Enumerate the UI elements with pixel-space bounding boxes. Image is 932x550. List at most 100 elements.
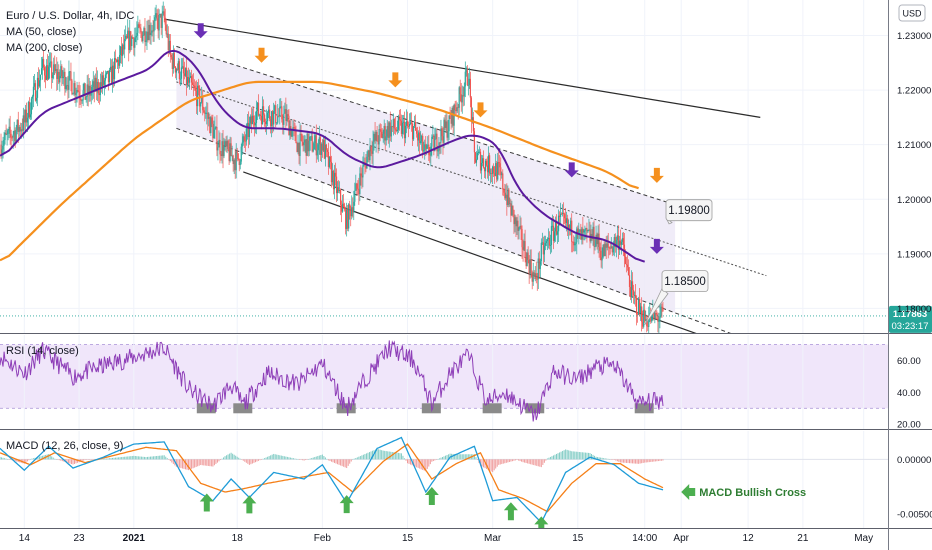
candle-body <box>517 220 519 231</box>
candle-body <box>355 183 357 191</box>
macd-histogram-bar <box>133 455 135 460</box>
candle-body <box>254 123 257 126</box>
macd-histogram-bar <box>1 457 3 460</box>
macd-histogram-bar <box>448 454 450 460</box>
currency-button[interactable]: USD <box>898 4 926 22</box>
last-price-badge-bg <box>889 305 932 333</box>
rsi-tick-label: 40.00 <box>897 388 921 399</box>
candle-body <box>567 218 569 229</box>
candle-body <box>9 126 11 134</box>
candle-body <box>35 97 38 101</box>
orange-down-arrow-icon <box>649 167 664 183</box>
candle-body <box>183 73 186 76</box>
green-up-arrow-icon <box>242 495 257 514</box>
macd-histogram-bar <box>87 459 89 460</box>
macd-histogram-bar <box>191 459 193 469</box>
macd-histogram-bar <box>463 454 465 460</box>
candle-body <box>194 86 196 89</box>
candle-body <box>16 119 18 130</box>
currency-button-label[interactable]: USD <box>902 9 922 19</box>
macd-histogram-bar <box>531 459 533 465</box>
candle-body <box>536 278 538 280</box>
macd-histogram-bar <box>75 459 77 464</box>
macd-pane[interactable]: MACD Bullish Cross <box>0 431 888 534</box>
macd-histogram-bar <box>286 456 288 460</box>
candle-body <box>214 127 216 130</box>
candle-body <box>582 228 584 233</box>
candle-body <box>631 281 634 291</box>
candle-body <box>548 237 551 246</box>
candle-body <box>306 133 308 156</box>
candle-body <box>459 87 461 95</box>
ma200-legend[interactable]: MA (200, close) <box>6 42 82 54</box>
candle-body <box>274 105 276 111</box>
candle-body <box>402 121 405 123</box>
candle-body <box>216 126 218 151</box>
candle-body <box>619 240 621 245</box>
candle-body <box>156 13 158 19</box>
candle-body <box>625 263 628 265</box>
candle-body <box>232 155 234 165</box>
macd-histogram-bar <box>312 457 314 460</box>
ma50-legend[interactable]: MA (50, close) <box>6 26 76 38</box>
macd-histogram-bar <box>563 450 565 460</box>
price-tick-label: 1.21000 <box>897 140 931 151</box>
candle-body <box>301 134 303 142</box>
price-pane[interactable]: 1.19800 1.18500 <box>0 0 888 347</box>
macd-histogram-bar <box>288 457 290 460</box>
rsi-oversold-marker <box>634 403 654 414</box>
macd-histogram-bar <box>384 450 386 460</box>
candle-body <box>327 152 330 167</box>
macd-histogram-bar <box>58 459 60 461</box>
macd-legend[interactable]: MACD (12, 26, close, 9) <box>6 440 123 452</box>
macd-histogram-bar <box>137 456 139 460</box>
macd-histogram-bar <box>522 459 524 463</box>
candle-body <box>556 231 559 235</box>
macd-histogram-bar <box>239 458 241 460</box>
candle-body <box>256 102 259 111</box>
macd-histogram-bar <box>551 456 553 460</box>
candle-body <box>131 37 133 47</box>
candle-body <box>396 129 398 131</box>
candle-body <box>521 229 523 248</box>
macd-histogram-bar <box>349 459 351 464</box>
green-up-arrow-icon <box>199 493 214 512</box>
macd-histogram-bar <box>23 459 25 464</box>
macd-histogram-bar <box>428 459 430 467</box>
candle-body <box>57 72 59 79</box>
rsi-line <box>0 340 664 422</box>
candle-body <box>32 86 35 97</box>
candle-body <box>234 159 236 171</box>
candle-body <box>294 127 296 131</box>
macd-histogram-bar <box>545 459 547 461</box>
macd-histogram-bar <box>14 459 16 462</box>
candle-body <box>565 218 567 223</box>
candle-body <box>374 133 376 141</box>
macd-axis-labels: 0.00000 -0.00500 <box>897 455 932 520</box>
candle-body <box>340 190 342 205</box>
candle-body <box>350 208 352 217</box>
candle-body <box>526 252 528 266</box>
candle-body <box>119 54 121 66</box>
candle-body <box>80 98 82 101</box>
candle-body <box>452 107 454 126</box>
macd-histogram-bar <box>493 459 495 471</box>
candle-body <box>153 21 155 32</box>
candle-body <box>535 273 537 279</box>
macd-histogram-bar <box>198 459 200 466</box>
macd-histogram-bar <box>248 459 250 465</box>
macd-histogram-bar <box>402 455 404 460</box>
rsi-pane[interactable] <box>0 335 888 429</box>
currency-button-frame[interactable] <box>898 4 926 22</box>
macd-histogram-bar <box>429 459 431 465</box>
macd-histogram-bar <box>207 459 209 466</box>
candle-body <box>163 11 165 18</box>
macd-histogram-bar <box>359 456 361 460</box>
symbol-title[interactable]: Euro / U.S. Dollar, 4h, IDC <box>6 10 134 22</box>
candle-body <box>574 243 576 246</box>
candle-body <box>110 66 113 84</box>
macd-histogram-bar <box>291 457 293 460</box>
rsi-legend[interactable]: RSI (14, close) <box>6 345 79 357</box>
candle-body <box>401 122 404 134</box>
